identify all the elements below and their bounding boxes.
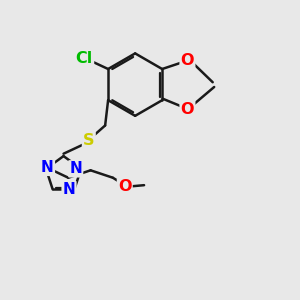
Text: N: N	[41, 160, 54, 175]
Text: Cl: Cl	[76, 51, 93, 66]
Text: N: N	[63, 182, 75, 197]
Text: O: O	[118, 179, 131, 194]
Text: S: S	[83, 133, 94, 148]
Text: O: O	[181, 102, 194, 117]
Text: O: O	[181, 52, 194, 68]
Text: N: N	[69, 161, 82, 176]
